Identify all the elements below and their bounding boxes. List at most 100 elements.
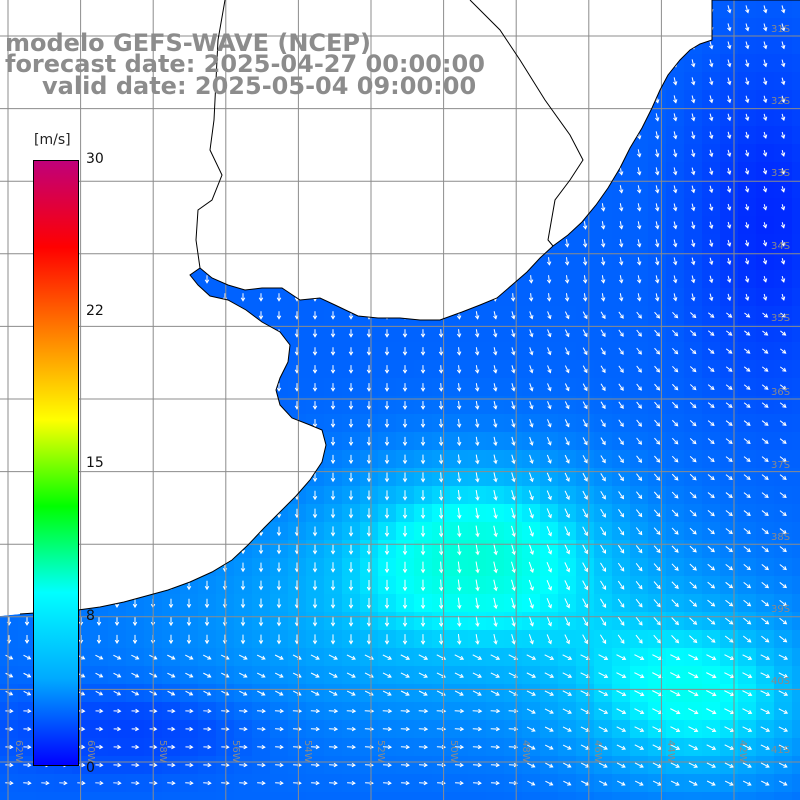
wind-arrow: [708, 312, 714, 318]
wind-arrowhead: [258, 315, 264, 320]
wind-arrowhead: [691, 278, 696, 284]
wind-arrowhead: [708, 242, 714, 248]
wind-arrowhead: [727, 9, 732, 14]
wind-arrowhead: [600, 243, 606, 248]
wind-arrowhead: [582, 261, 588, 266]
wind-arrowhead: [673, 297, 678, 302]
wind-arrow: [727, 131, 731, 139]
wind-arrowhead: [691, 152, 696, 158]
wind-arrow: [781, 59, 785, 67]
wind-arrowhead: [619, 350, 624, 355]
wind-cell: [162, 792, 181, 800]
wind-arrowhead: [564, 243, 570, 248]
wind-arrowhead: [637, 225, 642, 230]
wind-arrow: [763, 168, 767, 174]
wind-arrowhead: [600, 207, 606, 212]
wind-arrow: [618, 329, 624, 337]
wind-arrowhead: [727, 116, 732, 122]
wind-arrow: [727, 257, 731, 265]
wind-arrowhead: [708, 206, 714, 212]
wind-arrowhead: [710, 331, 715, 336]
wind-cell: [792, 378, 800, 397]
wind-arrowhead: [763, 98, 768, 104]
wind-cell: [792, 162, 800, 181]
wind-arrow: [709, 149, 713, 157]
wind-arrowhead: [673, 171, 678, 176]
wind-arrow: [619, 257, 623, 265]
wind-arrow: [548, 293, 550, 301]
wind-arrow: [672, 311, 678, 319]
wind-cell: [54, 792, 73, 800]
wind-arrow: [673, 275, 677, 283]
wind-arrowhead: [762, 296, 768, 301]
wind-arrowhead: [673, 279, 678, 284]
wind-arrowhead: [781, 80, 786, 86]
wind-arrow: [763, 149, 767, 157]
wind-arrow: [727, 95, 731, 103]
wind-arrow: [564, 347, 570, 355]
wind-arrow: [691, 131, 695, 139]
wind-arrowhead: [529, 315, 534, 320]
wind-arrowhead: [781, 9, 786, 14]
wind-arrowhead: [780, 134, 786, 139]
wind-arrowhead: [493, 333, 498, 338]
wind-arrow: [582, 329, 588, 337]
wind-arrowhead: [655, 99, 660, 104]
wind-arrow: [709, 203, 713, 211]
wind-arrowhead: [330, 315, 336, 320]
wind-arrow: [637, 167, 641, 175]
wind-arrowhead: [637, 297, 642, 302]
wind-arrowhead: [673, 81, 678, 86]
wind-arrow: [781, 77, 785, 85]
wind-arrowhead: [727, 80, 732, 86]
wind-arrow: [709, 77, 713, 85]
wind-cell: [270, 792, 289, 800]
wind-arrow: [781, 293, 785, 301]
wind-arrow: [709, 59, 713, 67]
wind-arrowhead: [618, 261, 624, 266]
wind-arrowhead: [330, 369, 336, 374]
wind-arrowhead: [366, 351, 372, 356]
wind-arrowhead: [493, 315, 498, 320]
wind-arrow: [618, 347, 624, 355]
wind-cell: [432, 792, 451, 800]
wind-arrow: [475, 347, 479, 355]
wind-arrow: [458, 329, 460, 337]
wind-arrow: [673, 293, 677, 301]
wind-arrowhead: [330, 351, 336, 356]
wind-arrow: [745, 257, 749, 265]
wind-cell: [792, 594, 800, 613]
wind-arrow: [636, 347, 642, 355]
wind-arrow: [727, 239, 731, 247]
wind-cell: [0, 792, 19, 800]
wind-cell: [792, 342, 800, 361]
wind-arrow: [583, 221, 587, 229]
wind-arrowhead: [330, 333, 336, 338]
wind-arrow: [654, 329, 660, 337]
wind-arrow: [781, 149, 785, 157]
wind-cell: [540, 792, 559, 800]
wind-arrow: [655, 275, 659, 283]
wind-cell: [792, 702, 800, 721]
wind-arrowhead: [565, 350, 570, 356]
wind-arrowhead: [709, 260, 714, 266]
wind-arrowhead: [691, 63, 696, 68]
wind-arrowhead: [583, 314, 588, 320]
wind-arrow: [781, 131, 785, 139]
wind-cell: [792, 234, 800, 253]
wind-arrow: [763, 5, 767, 13]
wind-arrowhead: [691, 188, 696, 194]
wind-arrow: [601, 293, 605, 301]
wind-arrowhead: [546, 297, 552, 302]
wind-arrow: [673, 239, 677, 247]
wind-arrowhead: [655, 261, 660, 266]
wind-arrowhead: [474, 351, 480, 356]
wind-arrowhead: [762, 224, 768, 229]
wind-cell: [792, 486, 800, 505]
wind-arrow: [744, 348, 750, 354]
wind-arrowhead: [312, 369, 318, 374]
wind-arrow: [707, 348, 715, 354]
wind-arrowhead: [456, 333, 462, 338]
wind-arrow: [709, 185, 713, 193]
wind-arrow: [727, 203, 731, 211]
